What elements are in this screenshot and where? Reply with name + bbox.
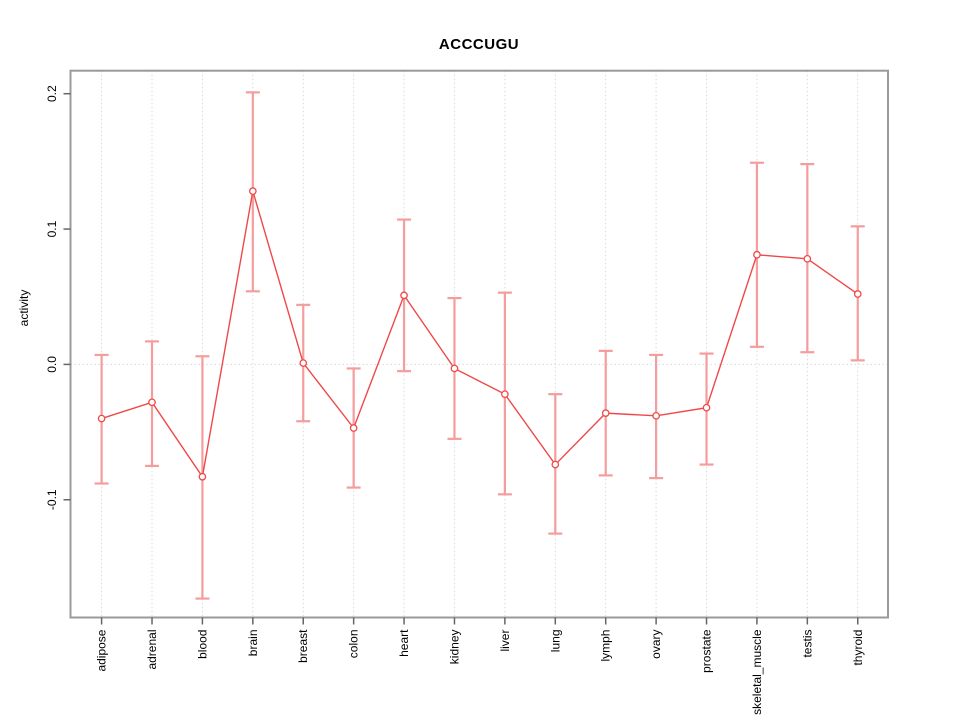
- data-point: [652, 411, 660, 420]
- x-axis-tick-label: colon: [347, 630, 361, 659]
- data-point: [551, 460, 560, 469]
- y-axis-tick-label: 0.0: [45, 356, 59, 373]
- data-point: [248, 187, 257, 196]
- x-axis-tick-label: breast: [296, 629, 310, 663]
- x-axis-tick-label: kidney: [447, 630, 461, 665]
- x-axis-tick-label: brain: [246, 630, 260, 657]
- y-axis-tick-label: 0.1: [45, 220, 59, 237]
- data-point: [450, 364, 459, 373]
- data-point: [702, 403, 711, 412]
- x-axis-tick-label: blood: [195, 630, 209, 659]
- x-axis-tick-label: skeletal_muscle: [750, 629, 764, 715]
- data-point: [601, 409, 610, 417]
- x-axis-tick-label: lymph: [599, 630, 613, 662]
- data-point: [753, 250, 761, 259]
- data-point: [853, 290, 862, 298]
- x-axis-tick-label: heart: [397, 629, 411, 657]
- data-line: [101, 190, 859, 479]
- x-axis-tick-label: adrenal: [145, 630, 159, 670]
- x-axis-tick-label: adipose: [95, 629, 109, 671]
- data-point: [501, 390, 509, 399]
- data-point: [198, 472, 207, 481]
- x-axis-tick-label: prostate: [700, 629, 714, 673]
- data-point: [148, 398, 156, 407]
- y-axis-tick-label: -0.1: [45, 489, 59, 510]
- x-axis-tick-label: ovary: [649, 630, 663, 659]
- x-axis-tick-label: lung: [548, 630, 562, 653]
- x-axis-tick-label: testis: [800, 630, 814, 658]
- data-point: [97, 414, 106, 423]
- data-point: [299, 359, 308, 367]
- data-point: [400, 291, 408, 300]
- x-axis-tick-label: liver: [498, 630, 512, 652]
- x-axis-tick-label: thyroid: [851, 630, 865, 666]
- chart-title: ACCCUGU: [438, 36, 520, 53]
- data-point: [349, 424, 358, 432]
- data-point: [803, 254, 812, 263]
- y-axis-tick-label: 0.2: [45, 85, 59, 102]
- plot-border-box: [69, 69, 889, 619]
